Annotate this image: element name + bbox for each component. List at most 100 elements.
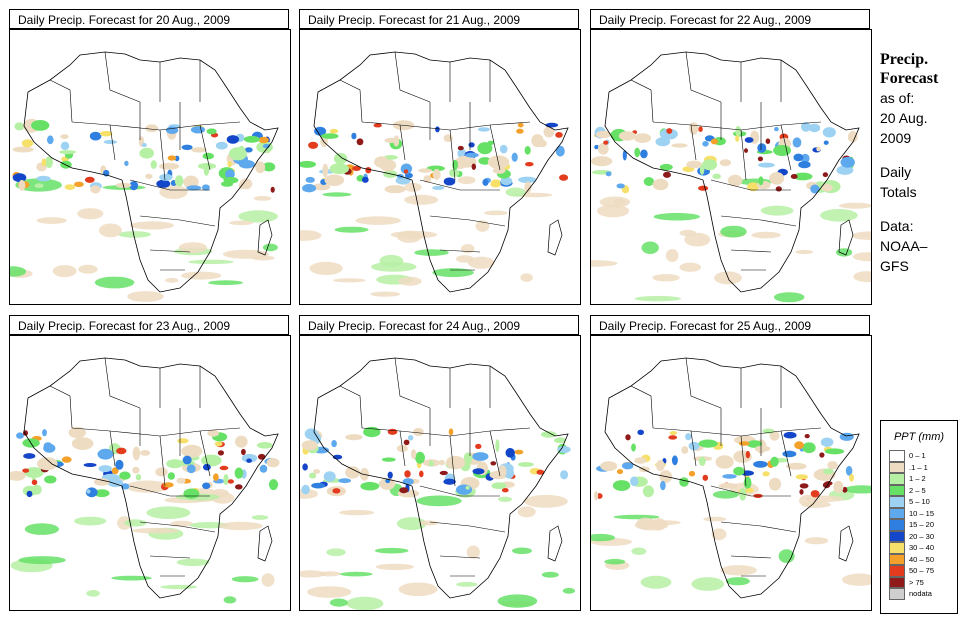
precip-cell [24,523,59,535]
precip-cell [98,465,112,473]
precip-cell [720,565,757,576]
precip-cell [86,489,91,494]
precip-cell [414,249,449,256]
precip-cell [466,545,480,559]
precip-cell [403,169,409,174]
precip-cell [591,260,618,267]
precip-cell [557,446,571,453]
precip-cell [735,135,740,142]
precip-cell [118,231,151,238]
precip-cell [685,433,692,441]
precip-cell [235,435,248,448]
precip-cell [60,141,70,151]
legend-item: 40 – 50 [889,553,934,565]
precip-cell [613,514,660,520]
forecast-panel-25-aug: Daily Precip. Forecast for 25 Aug., 2009 [590,315,872,617]
precip-cell [790,174,798,179]
precip-cell [217,450,224,456]
precip-cell [712,173,721,179]
precip-cell [188,259,234,265]
precip-cell [261,573,275,587]
precip-cell [600,461,618,471]
precip-cell [631,443,636,452]
precip-cell [760,205,794,216]
precip-cell [849,473,854,482]
precip-cell [222,249,270,259]
precip-cell [652,178,669,191]
precip-cell [597,142,609,155]
precip-cell [176,558,210,566]
precip-cell [616,183,625,189]
precip-cell [18,556,66,565]
precip-cell [329,163,349,175]
precip-cell [642,485,654,498]
precip-cell [757,143,767,153]
precip-cell [373,123,382,128]
precip-cell [308,141,319,149]
precip-cell [821,184,833,192]
precip-cell [795,249,814,255]
precip-cell [100,130,113,137]
precip-cell [710,138,718,145]
precip-cell [52,265,77,278]
precip-cell [456,582,478,587]
precip-cell [559,174,569,181]
precip-cell [324,174,345,186]
precip-cell [671,143,688,148]
precip-cell [783,431,797,439]
precip-cell [312,183,331,191]
legend-item: 50 – 75 [889,565,934,577]
precip-cell [135,474,142,481]
precip-cell [720,225,747,238]
precip-cell [201,454,222,467]
precip-cell [472,468,485,475]
country-border [720,521,797,533]
legend-item: 15 – 20 [889,519,934,531]
precip-cell [655,137,671,147]
precip-cell [21,139,34,148]
precip-cell [477,127,490,132]
precip-cell [778,549,795,563]
precip-cell [560,470,569,480]
map-canvas [591,357,871,599]
precip-cell [124,519,147,527]
precip-cell [497,594,538,608]
island-outline [838,525,854,562]
precip-cell [634,457,647,464]
precip-cell [487,140,495,146]
panel-title: Daily Precip. Forecast for 22 Aug., 2009 [590,9,870,29]
precip-cell [37,457,58,471]
precip-cell [167,155,177,161]
side-info: Precip. Forecast as of: 20 Aug. 2009 Dai… [880,50,964,276]
precip-cell [311,482,326,489]
precip-cell [404,470,411,478]
precip-cell [770,456,779,467]
precip-cell [333,153,348,165]
precip-cell [719,159,732,167]
precip-cell [323,471,336,482]
precip-cell [656,460,665,472]
legend-label: 1 – 2 [909,474,926,484]
precip-cell [83,463,97,467]
precip-cell [668,435,678,440]
precip-cell [321,133,339,139]
precip-cell [833,480,844,494]
island-outline [257,525,273,562]
precip-cell [244,147,253,153]
precip-cell [329,128,339,134]
precip-cell [207,429,219,437]
country-border [159,129,166,181]
precip-cell [22,468,30,473]
country-border [630,385,654,429]
country-border [690,124,697,161]
precip-cell [852,252,871,262]
precip-cell [591,156,613,167]
precip-cell [74,181,84,187]
precip-cell [18,179,26,191]
precip-cell [402,478,414,486]
precip-cell [504,467,515,479]
precip-cell [251,515,269,520]
precip-cell [773,145,792,156]
precip-cell [166,126,179,134]
precip-cell [691,577,725,591]
